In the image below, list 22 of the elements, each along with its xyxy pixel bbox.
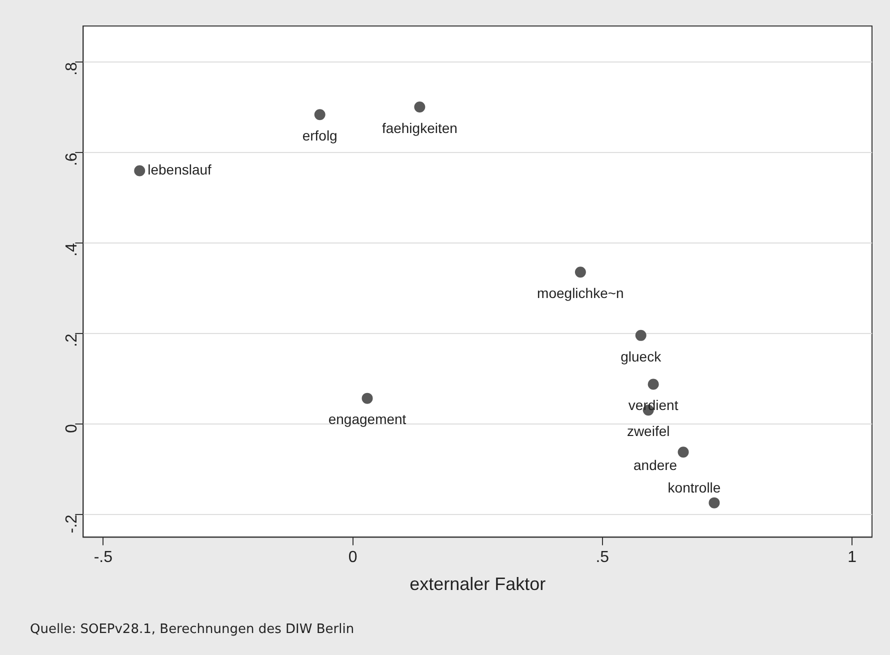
- data-label: kontrolle: [668, 480, 721, 496]
- x-tick-label: 0: [348, 549, 358, 566]
- x-tick-label: .5: [596, 549, 610, 566]
- data-label: faehigkeiten: [382, 120, 458, 136]
- data-label: moeglichke~n: [537, 284, 624, 301]
- data-label: zweifel: [626, 422, 670, 439]
- data-label: verdient: [628, 397, 678, 414]
- y-tick-label: -.2: [64, 514, 81, 534]
- y-tick-label: .2: [64, 334, 81, 347]
- x-tick-label: -.5: [94, 549, 113, 566]
- y-tick-label: .8: [64, 62, 81, 76]
- x-axis-title: externaler Faktor: [410, 574, 546, 594]
- y-tick-label: 0: [64, 424, 81, 434]
- x-tick-label: 1: [848, 549, 857, 566]
- data-label: erfolg: [302, 128, 338, 144]
- y-tick-label: .4: [64, 243, 81, 256]
- y-tick-label: .6: [64, 152, 81, 166]
- data-label: andere: [633, 457, 678, 474]
- data-label: engagement: [328, 411, 406, 428]
- source-note: Quelle: SOEPv28.1, Berechnungen des DIW Berlin: [30, 622, 354, 637]
- data-label: lebenslauf: [148, 162, 212, 178]
- data-label: glueck: [620, 348, 662, 364]
